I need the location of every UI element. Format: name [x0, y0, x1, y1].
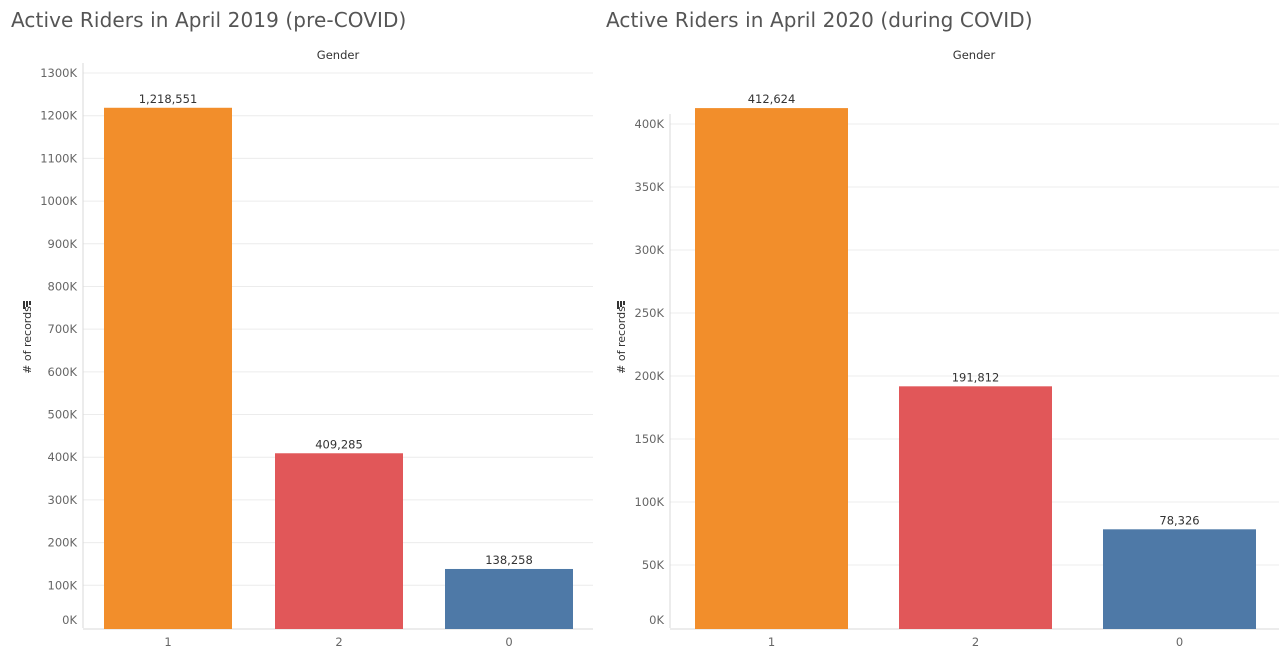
y-tick-label: 200K	[635, 369, 665, 383]
y-tick-label: 150K	[635, 432, 665, 446]
bar-value-label: 1,218,551	[139, 92, 198, 106]
y-tick-label: 50K	[642, 558, 665, 572]
bar-gender-0[interactable]	[445, 568, 573, 629]
sort-descending-icon[interactable]	[23, 301, 31, 309]
chart-title: Active Riders in April 2020 (during COVI…	[606, 8, 1033, 32]
y-tick-label: 400K	[635, 117, 665, 131]
column-header: Gender	[317, 48, 360, 62]
y-tick-label: 350K	[635, 180, 665, 194]
x-category-label: 2	[972, 635, 979, 649]
y-axis-label: # of records	[21, 306, 34, 374]
y-tick-label: 300K	[48, 493, 78, 507]
sort-descending-icon[interactable]	[617, 301, 625, 309]
y-tick-label: 250K	[635, 306, 665, 320]
bar-value-label: 138,258	[485, 553, 533, 567]
bar-value-label: 412,624	[748, 92, 796, 106]
x-category-label: 2	[335, 635, 342, 649]
y-tick-label: 100K	[635, 495, 665, 509]
x-category-label: 0	[1176, 635, 1183, 649]
bar-gender-1[interactable]	[104, 107, 232, 629]
y-tick-label: 1100K	[40, 151, 77, 165]
bar-chart-2020: Gender 0K 50K 100K 150K 200K 250K 300K 350K 400K #…	[615, 48, 1279, 649]
y-tick-label: 100K	[48, 578, 78, 592]
y-tick-label: 600K	[48, 365, 78, 379]
bar-chart-2019: Gender 0K 100K 200K 300K 400K 500K 600K 700K 800K…	[21, 48, 593, 649]
x-category-label: 1	[164, 635, 171, 649]
bar-value-label: 78,326	[1159, 513, 1199, 527]
y-axis-label: # of records	[615, 306, 628, 374]
y-tick-label: 800K	[48, 279, 78, 293]
bar-value-label: 409,285	[315, 437, 363, 451]
y-tick-label: 400K	[48, 450, 78, 464]
column-header: Gender	[953, 48, 996, 62]
y-tick-label: 900K	[48, 237, 78, 251]
chart-panel-2019: Active Riders in April 2019 (pre-COVID) …	[0, 0, 600, 656]
y-tick-label: 1300K	[40, 66, 77, 80]
bar-gender-2[interactable]	[899, 386, 1052, 629]
y-tick-label: 300K	[635, 243, 665, 257]
y-tick-label: 1200K	[40, 109, 77, 123]
x-category-label: 1	[768, 635, 775, 649]
bar-gender-2[interactable]	[275, 453, 403, 629]
y-tick-label: 200K	[48, 536, 78, 550]
y-tick-label: 0K	[649, 613, 664, 627]
bar-value-label: 191,812	[952, 370, 1000, 384]
y-tick-label: 1000K	[40, 194, 77, 208]
y-tick-label: 700K	[48, 322, 78, 336]
x-category-label: 0	[505, 635, 512, 649]
bar-gender-1[interactable]	[695, 108, 848, 630]
y-tick-label: 500K	[48, 408, 78, 422]
chart-panel-2020: Active Riders in April 2020 (during COVI…	[597, 0, 1279, 656]
chart-title: Active Riders in April 2019 (pre-COVID)	[11, 8, 407, 32]
bar-gender-0[interactable]	[1103, 529, 1256, 629]
y-tick-label: 0K	[62, 613, 77, 627]
